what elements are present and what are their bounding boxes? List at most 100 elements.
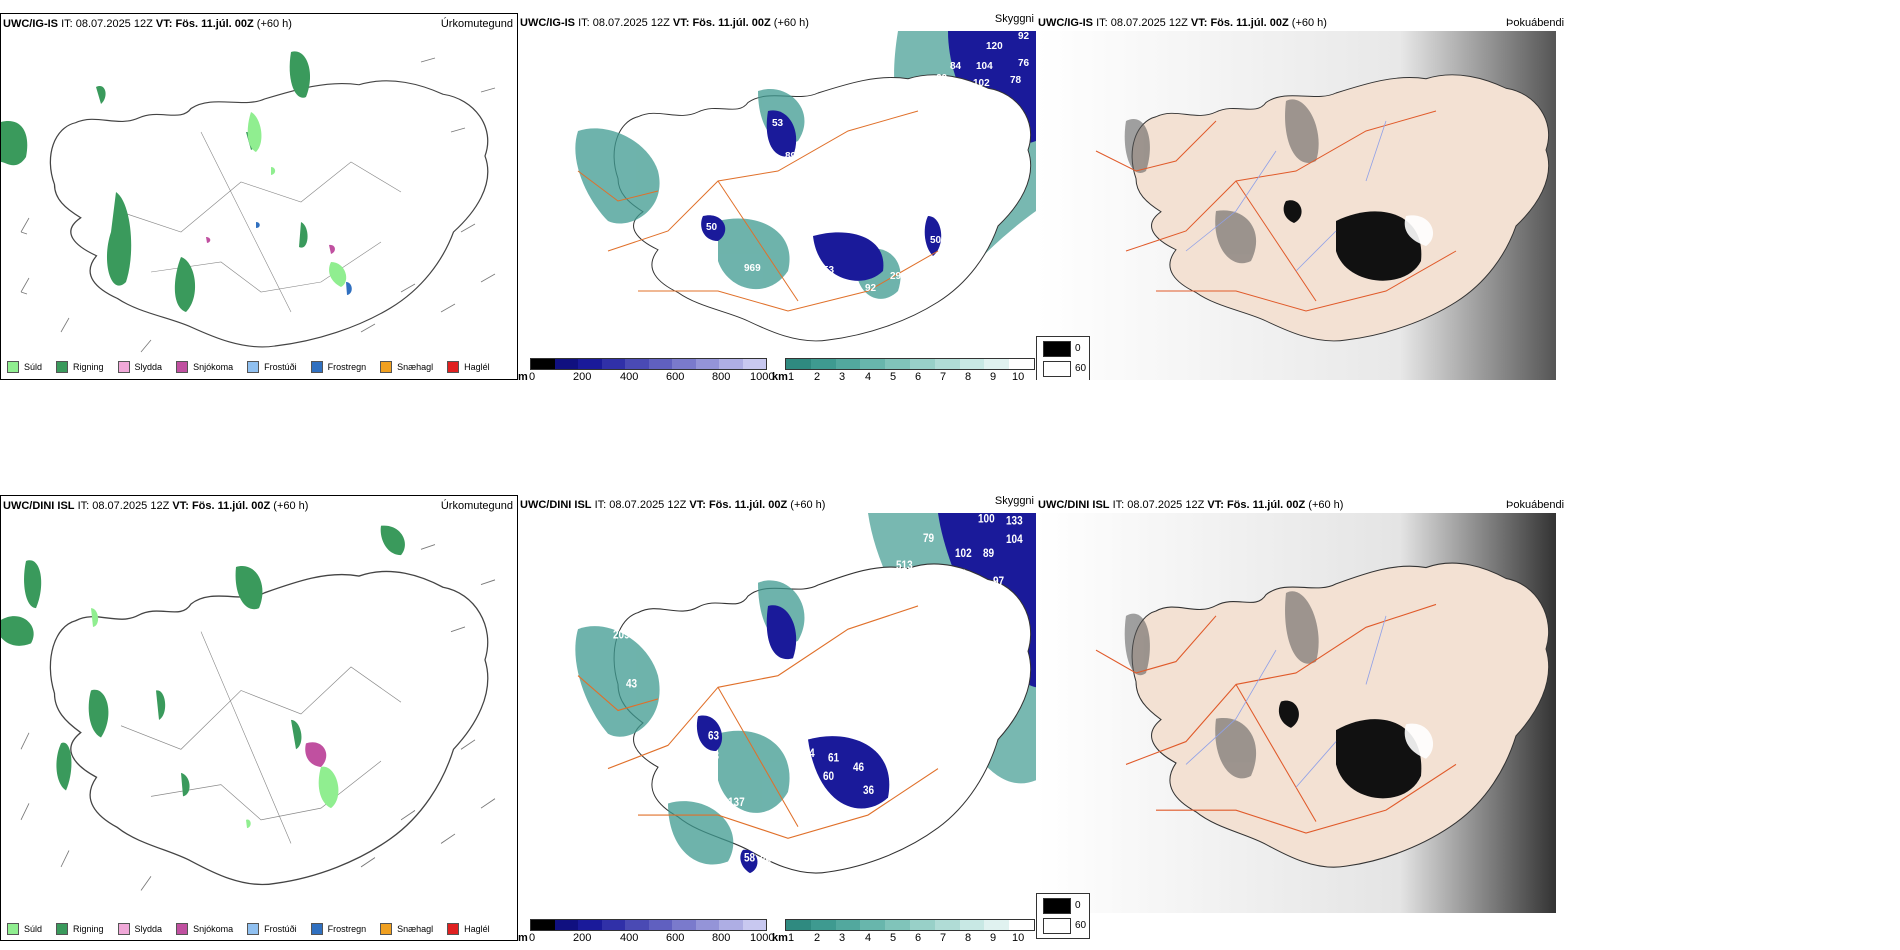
cloud-label: 92 xyxy=(865,283,877,294)
cloud-label: 77 xyxy=(960,587,971,600)
fog-map xyxy=(1036,31,1556,380)
cloud-label: 200 xyxy=(697,259,714,270)
cloud-label: 63 xyxy=(708,730,719,743)
cloud-label: 60 xyxy=(823,771,834,784)
visibility-ticks: km 1 2 3 4 5 6 7 8 9 10 xyxy=(772,371,1025,380)
panel-header: UWC/DINI ISL IT: 08.07.2025 12Z VT: Fös.… xyxy=(3,500,309,512)
cloud-label: 79 xyxy=(923,532,934,545)
cloud-label: 53 xyxy=(801,285,813,296)
legend-item: Frostúði xyxy=(247,361,297,373)
cloud-label: 120 xyxy=(986,41,1003,52)
cloud-label: 491 xyxy=(753,293,770,304)
cloud-label: 89 xyxy=(983,548,994,561)
panel-title: Þokuábendi xyxy=(1506,499,1565,511)
precip-legend: Súld Rigning Slydda Snjókoma Frostúði Fr… xyxy=(7,361,490,373)
cloud-label: 97 xyxy=(663,141,675,152)
fog-map xyxy=(1036,513,1556,913)
visibility-ticks: km 1 2 3 4 5 6 7 8 9 10 xyxy=(772,932,1025,941)
cloud-label: 53 xyxy=(823,265,835,276)
cloud-label: 73 xyxy=(976,664,987,677)
cloud-label: 209 xyxy=(613,629,630,642)
legend-item: Rigning xyxy=(56,923,104,935)
cloud-label: 102 xyxy=(973,78,990,89)
cloud-label: 72 xyxy=(758,817,769,830)
cloud-labels: 92 120 76 104 78 80 102 74 79 66 87 60 1… xyxy=(633,31,1030,304)
panel-title: Þokuábendi xyxy=(1506,17,1565,29)
legend-item: Snæhagl xyxy=(380,361,433,373)
clouds-panel-bottom: UWC/DINI ISL IT: 08.07.2025 12Z VT: Fös.… xyxy=(518,495,1036,941)
cloud-label: 39 xyxy=(760,854,771,867)
height-ticks: m 0 200 400 600 800 1000 xyxy=(518,371,775,380)
cloud-label: 58 xyxy=(744,852,755,865)
panel-header: UWC/DINI ISL IT: 08.07.2025 12Z VT: Fös.… xyxy=(1038,499,1344,511)
cloud-label: 100 xyxy=(978,513,995,526)
cloud-label: 69 xyxy=(812,715,823,728)
precip-type-map xyxy=(1,51,496,353)
legend-item: Súld xyxy=(7,923,42,935)
precip-legend: Súld Rigning Slydda Snjókoma Frostúði Fr… xyxy=(7,923,490,935)
clouds-panel-top: UWC/IG-IS IT: 08.07.2025 12Z VT: Fös. 11… xyxy=(518,13,1036,380)
cloud-label: 66 xyxy=(974,123,986,134)
cloud-label: 97 xyxy=(993,575,1004,588)
cloud-label: 19 xyxy=(768,719,779,732)
clouds-map: 100 133 104 102 89 97 84 77 89 72 71 76 … xyxy=(575,513,1036,874)
cloud-label: 423 xyxy=(958,97,975,108)
cloud-label: 59 xyxy=(772,203,784,214)
height-colorbar xyxy=(530,919,767,931)
cloud-label: 50 xyxy=(930,235,942,246)
legend-item: Snæhagl xyxy=(380,923,433,935)
legend-item: Snjókoma xyxy=(176,923,233,935)
fog-panel-top: UWC/IG-IS IT: 08.07.2025 12Z VT: Fös. 11… xyxy=(1036,13,1900,380)
height-ticks: m 0 200 400 600 800 1000 xyxy=(518,932,775,941)
cloud-label: 137 xyxy=(728,796,745,809)
cloud-label: 78 xyxy=(1010,75,1022,86)
legend-item: Frostregn xyxy=(310,361,366,373)
cloud-label: 76 xyxy=(960,645,971,658)
cloud-label: 74 xyxy=(1000,103,1012,114)
cloud-label: 17 xyxy=(690,222,702,233)
cloud-labels: 100 133 104 102 89 97 84 77 89 72 71 76 … xyxy=(613,513,1023,867)
cloud-label: 84 xyxy=(950,61,962,72)
cloud-label: 77 xyxy=(890,752,901,765)
cloud-label: 61 xyxy=(828,752,839,765)
visibility-colorbar xyxy=(785,358,1035,370)
panel-header: UWC/DINI ISL IT: 08.07.2025 12Z VT: Fös.… xyxy=(520,499,826,511)
cloud-label: 81 xyxy=(633,128,645,139)
fog-panel-bottom: UWC/DINI ISL IT: 08.07.2025 12Z VT: Fös.… xyxy=(1036,495,1900,941)
panel-title: Úrkomutegund xyxy=(440,18,513,30)
visibility-colorbar xyxy=(785,919,1035,931)
clouds-map: 92 120 76 104 78 80 102 74 79 66 87 60 1… xyxy=(575,31,1036,342)
cloud-label: 99 xyxy=(740,811,751,824)
panel-title: Skyggni xyxy=(994,13,1034,25)
cloud-label: 87 xyxy=(983,139,995,150)
height-colorbar xyxy=(530,358,767,370)
cloud-label: 49 xyxy=(810,208,822,219)
cloud-label: 36 xyxy=(863,785,874,798)
cloud-label: 76 xyxy=(1018,58,1030,69)
cloud-label: 80 xyxy=(954,85,966,96)
cloud-label: 104 xyxy=(976,61,993,72)
cloud-label: 71 xyxy=(960,629,971,642)
cloud-label: 513 xyxy=(896,559,913,572)
cloud-label: 70 xyxy=(926,205,938,216)
legend-item: Rigning xyxy=(56,361,104,373)
cloud-label: 182 xyxy=(934,87,951,98)
cloud-label: 84 xyxy=(955,568,966,581)
fog-legend: 0 60 xyxy=(1036,336,1090,380)
panel-header: UWC/IG-IS IT: 08.07.2025 12Z VT: Fös. 11… xyxy=(3,18,292,30)
legend-item: Slydda xyxy=(117,361,162,373)
cloud-label: 72 xyxy=(968,608,979,621)
panel-header: UWC/IG-IS IT: 08.07.2025 12Z VT: Fös. 11… xyxy=(1038,17,1327,29)
cloud-label: 95 xyxy=(828,726,839,739)
cloud-label: 89 xyxy=(785,151,797,162)
cloud-label: 43 xyxy=(626,678,637,691)
cloud-label: 89 xyxy=(1006,596,1017,609)
legend-item: Haglél xyxy=(447,361,490,373)
cloud-label: 29 xyxy=(890,271,902,282)
fog-legend: 0 60 xyxy=(1036,893,1090,939)
legend-item: Frostregn xyxy=(310,923,366,935)
cloud-label: 969 xyxy=(744,263,761,274)
cloud-label: 164 xyxy=(798,747,815,760)
cloud-label: 102 xyxy=(955,548,972,561)
cloud-label: 53 xyxy=(928,747,939,760)
